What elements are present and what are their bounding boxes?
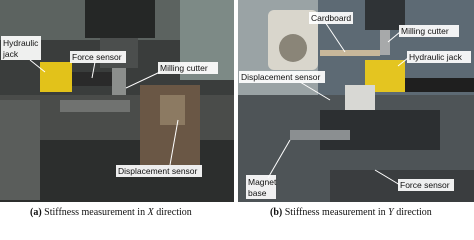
page: Hydraulic jack Force sensor Milling cutt… [0, 0, 474, 220]
annotation-line: Displacement sensor [241, 72, 321, 82]
annotation-line: base [248, 188, 267, 198]
annotation-line: Force sensor [400, 180, 450, 190]
label-box [398, 179, 454, 191]
label-box [239, 71, 325, 83]
annotation-line: Hydraulic jack [409, 52, 463, 62]
caption-axis: Y [388, 207, 395, 218]
label-box [399, 25, 459, 37]
caption-label: (b) [270, 207, 282, 218]
annotation: Displacement sensor [118, 166, 198, 176]
annotation-line: Magnet [248, 177, 277, 187]
annotation-line: Milling cutter [160, 63, 208, 73]
arrows-left [29, 59, 179, 166]
annotation: Force sensor [72, 52, 122, 62]
annotation-line: Cardboard [311, 13, 351, 23]
label-box [1, 36, 41, 60]
figure: Hydraulic jack Force sensor Milling cutt… [0, 0, 474, 218]
annotation-line: Displacement sensor [118, 166, 198, 176]
annotation-line: jack [2, 49, 19, 59]
caption: (b) Stiffness measurement in Y direction [270, 207, 432, 218]
annotation: Magnet base [248, 177, 279, 198]
label-box [158, 62, 218, 74]
annotation: Force sensor [400, 180, 450, 190]
annotation: Displacement sensor [241, 72, 321, 82]
annotation-line: Force sensor [72, 52, 122, 62]
caption-axis: X [147, 207, 155, 218]
label-box [246, 175, 276, 199]
caption-text: direction [156, 207, 192, 218]
caption-text: Stiffness measurement in [44, 207, 145, 218]
annotation: Hydraulic jack [409, 52, 463, 62]
annotation: Cardboard [311, 13, 351, 23]
arrows-right [267, 21, 409, 186]
annotation-line: Milling cutter [401, 26, 449, 36]
label-box [309, 12, 353, 24]
label-box [407, 51, 471, 63]
label-box [70, 51, 126, 63]
caption-text: Stiffness measurement in [285, 207, 386, 218]
caption-label: (a) [30, 207, 42, 218]
caption-text: direction [396, 207, 432, 218]
annotation: Hydraulic jack [2, 38, 41, 59]
label-box [116, 165, 202, 177]
annotation: Milling cutter [160, 63, 208, 73]
caption: (a) Stiffness measurement in X direction [30, 207, 192, 218]
annotation-line: Hydraulic [3, 38, 39, 48]
annotation: Milling cutter [401, 26, 449, 36]
